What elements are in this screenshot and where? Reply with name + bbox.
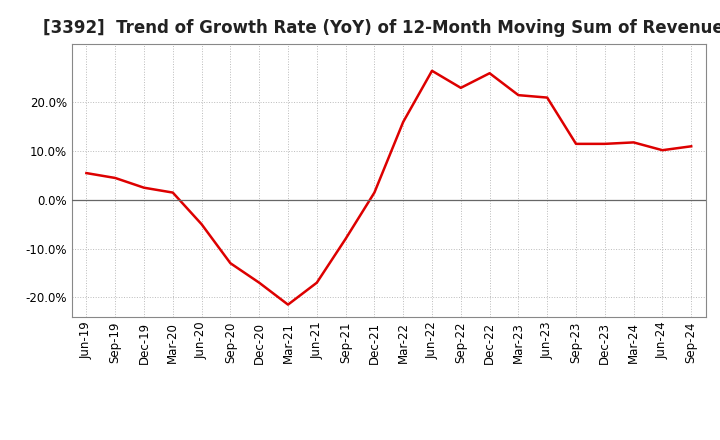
Title: [3392]  Trend of Growth Rate (YoY) of 12-Month Moving Sum of Revenues: [3392] Trend of Growth Rate (YoY) of 12-… xyxy=(43,19,720,37)
